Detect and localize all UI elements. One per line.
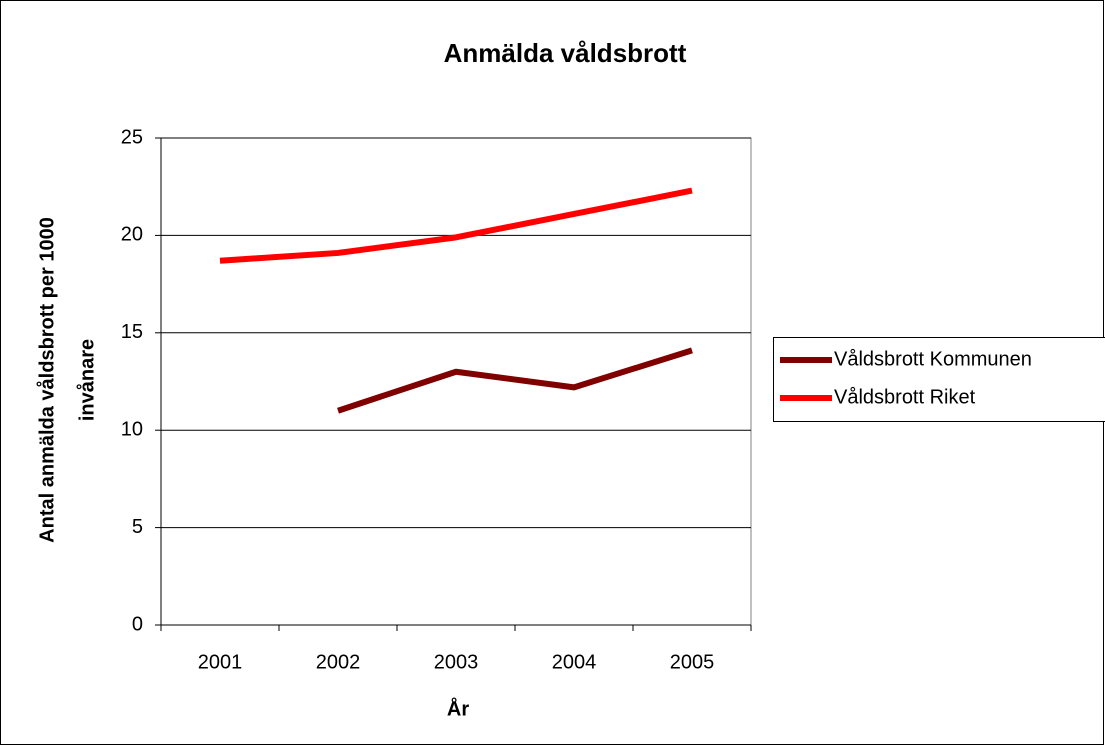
- legend-box: [773, 337, 1105, 422]
- chart-title: Anmälda våldsbrott: [444, 38, 687, 68]
- x-axis-label: År: [447, 696, 469, 720]
- plot-area: [160, 137, 752, 626]
- x-tick-label: 2003: [434, 651, 479, 673]
- y-tick-label: 25: [121, 126, 143, 148]
- x-tick-label: 2004: [552, 651, 597, 673]
- legend-label: Våldsbrott Kommunen: [834, 348, 1032, 370]
- y-tick-label: 5: [132, 516, 143, 538]
- line-series: [219, 187, 693, 264]
- y-tick-label: 20: [121, 224, 143, 246]
- line-series: [337, 347, 693, 414]
- x-tick-label: 2005: [670, 651, 715, 673]
- x-tick-label: 2001: [198, 651, 243, 673]
- y-axis-label: Antal anmälda våldsbrott per 1000: [35, 217, 58, 543]
- y-tick-label: 10: [121, 418, 143, 440]
- y-axis-label: invånare: [75, 339, 98, 421]
- x-tick-label: 2002: [316, 651, 361, 673]
- y-tick-label: 0: [132, 613, 143, 635]
- y-tick-label: 15: [121, 321, 143, 343]
- legend-label: Våldsbrott Riket: [834, 386, 976, 408]
